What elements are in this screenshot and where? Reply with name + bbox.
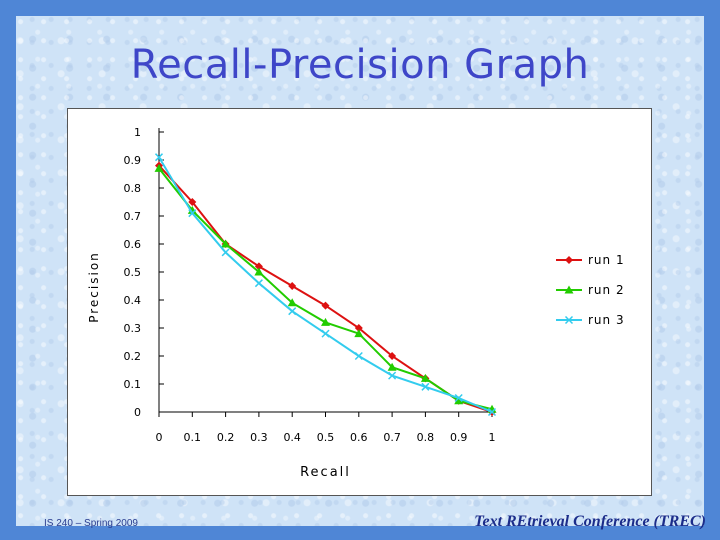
legend-label: run 2 — [588, 283, 625, 297]
footer-course-label: IS 240 – Spring 2009 — [44, 518, 138, 529]
point-marker — [354, 324, 363, 332]
point-marker — [321, 329, 330, 338]
x-tick-label: 0 — [156, 431, 163, 444]
point-marker — [188, 198, 197, 206]
point-marker — [564, 285, 574, 294]
x-tick-label: 0.8 — [417, 431, 435, 444]
footer-conference-label: Text REtrieval Conference (TREC) — [474, 513, 706, 530]
point-marker — [154, 153, 164, 162]
slide-title: Recall-Precision Graph — [130, 42, 590, 88]
x-tick-label: 0.3 — [250, 431, 268, 444]
y-tick-label: 0.6 — [124, 238, 142, 251]
point-marker — [321, 317, 330, 326]
point-marker — [321, 301, 330, 310]
point-marker — [421, 382, 430, 391]
point-marker — [388, 352, 397, 360]
point-marker — [221, 248, 230, 257]
y-tick-label: 0.7 — [124, 210, 142, 223]
x-tick-label: 0.6 — [350, 431, 368, 444]
y-tick-label: 0.8 — [124, 182, 142, 195]
point-marker — [487, 407, 497, 417]
point-marker — [254, 279, 263, 288]
point-marker — [288, 307, 297, 316]
point-marker — [354, 351, 363, 361]
point-marker — [287, 298, 297, 307]
x-tick-label: 1 — [489, 431, 496, 444]
point-marker — [221, 239, 231, 248]
point-marker — [188, 209, 197, 218]
x-tick-label: 0.4 — [283, 431, 301, 444]
legend-label: run 3 — [588, 313, 625, 327]
x-axis-label: Recall — [300, 465, 351, 480]
y-tick-label: 0.1 — [124, 378, 142, 391]
point-marker — [564, 315, 574, 325]
x-tick-label: 0.1 — [184, 431, 202, 444]
point-marker — [454, 393, 463, 403]
y-tick-label: 1 — [134, 126, 141, 139]
y-tick-label: 0.9 — [124, 154, 142, 167]
legend-label: run 1 — [588, 253, 625, 267]
x-tick-label: 0.2 — [217, 431, 235, 444]
y-tick-label: 0 — [134, 406, 141, 419]
point-marker — [387, 362, 397, 371]
point-marker — [420, 373, 430, 382]
chart-area: 0 0.1 0.2 0.3 0.4 0.5 0.6 0.7 0.8 0.9 1 0 0.1 0.2 0.3 0… — [67, 108, 652, 496]
recall-precision-chart: 0 0.1 0.2 0.3 0.4 0.5 0.6 0.7 0.8 0.9 1 0 0.1 0.2 0.3 0… — [87, 126, 625, 480]
y-tick-label: 0.5 — [124, 266, 142, 279]
y-axis-label: Precision — [87, 251, 101, 323]
point-marker — [288, 282, 297, 290]
series-line — [158, 167, 493, 411]
point-marker — [254, 267, 264, 276]
y-tick-label: 0.4 — [124, 294, 142, 307]
x-tick-label: 0.7 — [383, 431, 401, 444]
y-tick-label: 0.2 — [124, 350, 142, 363]
point-marker — [154, 163, 164, 172]
point-marker — [454, 396, 464, 405]
point-marker — [565, 256, 573, 264]
y-tick-label: 0.3 — [124, 322, 142, 335]
point-marker — [254, 262, 263, 271]
x-tick-label: 0.9 — [450, 431, 468, 444]
x-tick-label: 0.5 — [317, 431, 335, 444]
point-marker — [354, 329, 364, 338]
point-marker — [388, 371, 397, 380]
series-line — [158, 156, 493, 413]
series-line — [158, 164, 493, 413]
